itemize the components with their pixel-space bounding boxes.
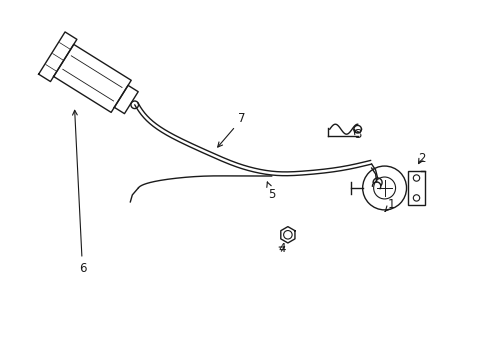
Text: 3: 3: [353, 128, 361, 141]
Text: 2: 2: [417, 152, 425, 165]
Text: 4: 4: [278, 242, 285, 255]
Text: 1: 1: [384, 198, 394, 211]
Text: 7: 7: [217, 112, 245, 147]
Text: 5: 5: [266, 182, 275, 201]
Bar: [407, 171, 425, 205]
Text: 6: 6: [72, 110, 86, 275]
